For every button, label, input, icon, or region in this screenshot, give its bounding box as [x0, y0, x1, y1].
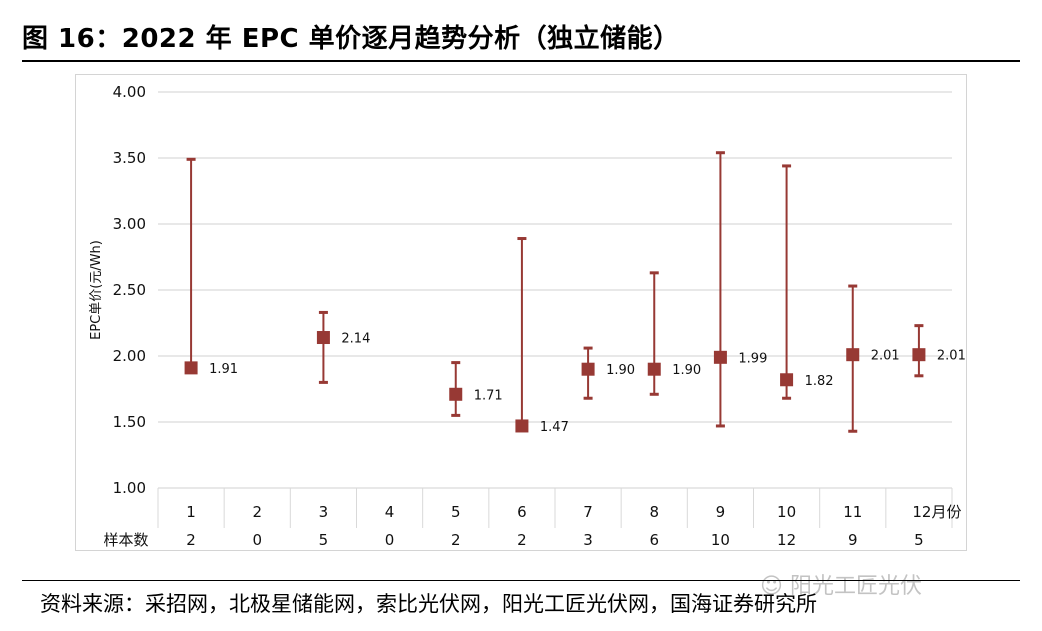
data-point — [184, 361, 198, 375]
y-tick-label: 4.00 — [113, 83, 146, 101]
sample-count: 2 — [186, 531, 196, 549]
data-point — [316, 331, 330, 345]
data-point — [515, 419, 529, 433]
sample-row-label: 样本数 — [103, 531, 148, 549]
x-tick-label: 3 — [319, 503, 329, 521]
x-tick-label: 9 — [716, 503, 726, 521]
x-tick-label: 4 — [385, 503, 395, 521]
x-tick-label: 5 — [451, 503, 461, 521]
data-label: 2.01 — [937, 349, 966, 364]
sample-count: 0 — [252, 531, 262, 549]
watermark-text: 阳光工匠光伏 — [789, 574, 922, 599]
data-label: 1.71 — [474, 388, 503, 403]
data-label: 2.14 — [341, 332, 370, 347]
chart-svg: 1.00 1.50 2.00 2.50 3.00 3.50 4.00 EPC单价(元/Wh) 1… — [89, 83, 966, 549]
sample-count: 5 — [914, 531, 924, 549]
data-point — [581, 362, 595, 376]
y-tick-label: 1.00 — [113, 479, 146, 497]
x-tick-label: 2 — [252, 503, 262, 521]
sample-count: 12 — [777, 531, 796, 549]
sample-count: 3 — [583, 531, 593, 549]
data-label: 1.47 — [540, 420, 569, 435]
data-point — [449, 387, 463, 401]
y-tick-label: 2.00 — [113, 347, 146, 365]
x-tick-label: 8 — [649, 503, 659, 521]
source-rule — [22, 580, 1020, 581]
sample-count: 6 — [649, 531, 659, 549]
y-tick-label: 3.50 — [113, 149, 146, 167]
data-label: 1.90 — [672, 363, 701, 378]
sample-count: 9 — [848, 531, 858, 549]
x-tick-label: 6 — [517, 503, 527, 521]
sample-count: 2 — [451, 531, 461, 549]
x-tick-label: 12月份 — [912, 503, 961, 521]
x-tick-label: 11 — [843, 503, 862, 521]
y-tick-label: 3.00 — [113, 215, 146, 233]
x-tick-label: 1 — [186, 503, 196, 521]
sample-count: 2 — [517, 531, 527, 549]
data-label: 1.99 — [738, 351, 767, 366]
data-label: 1.90 — [606, 363, 635, 378]
data-label: 2.01 — [871, 349, 900, 364]
data-point — [713, 350, 727, 364]
title-rule — [22, 60, 1020, 62]
chart-area: 1.00 1.50 2.00 2.50 3.00 3.50 4.00 EPC单价(元/Wh) 1… — [75, 74, 967, 551]
y-axis-label: EPC单价(元/Wh) — [89, 240, 104, 340]
data-point — [912, 348, 926, 362]
y-tick-label: 1.50 — [113, 413, 146, 431]
data-point — [846, 348, 860, 362]
x-tick-label: 10 — [777, 503, 796, 521]
x-tick-label: 7 — [583, 503, 593, 521]
figure-title: 图 16：2022 年 EPC 单价逐月趋势分析（独立储能） — [22, 24, 680, 54]
sample-count: 10 — [711, 531, 730, 549]
data-label: 1.91 — [209, 362, 238, 377]
data-label: 1.82 — [805, 374, 834, 389]
y-tick-label: 2.50 — [113, 281, 146, 299]
source-note: 资料来源：采招网，北极星储能网，索比光伏网，阳光工匠光伏网，国海证券研究所 — [40, 592, 817, 616]
sample-count: 0 — [385, 531, 395, 549]
sample-count: 5 — [319, 531, 329, 549]
data-point — [780, 373, 794, 387]
data-point — [647, 362, 661, 376]
